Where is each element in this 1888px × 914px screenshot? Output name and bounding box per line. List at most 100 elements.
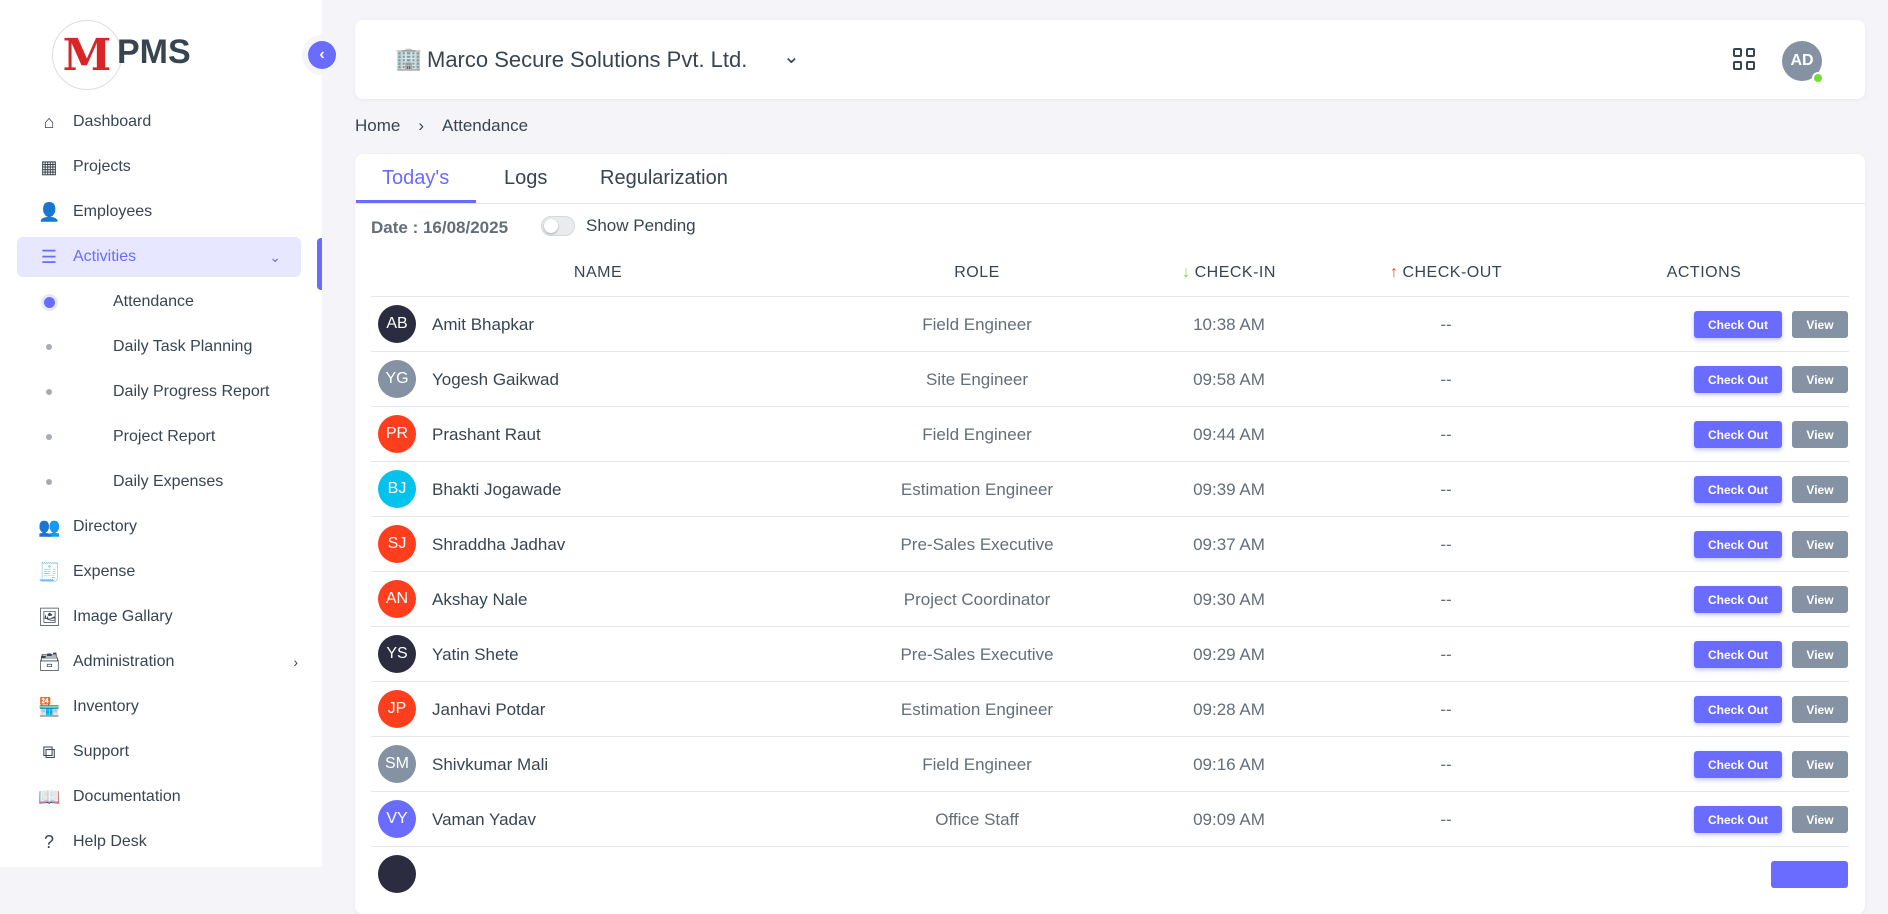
avatar: BJ	[378, 470, 416, 508]
sidebar-item-administration[interactable]: 🗃 Administration ›	[38, 651, 298, 672]
employee-name: Shraddha Jadhav	[432, 535, 566, 554]
bullet-icon	[46, 389, 52, 395]
table-row: VY Vaman Yadav Office Staff 09:09 AM -- …	[371, 791, 1849, 846]
view-button[interactable]: View	[1792, 641, 1848, 668]
sidebar-subitem-daily-task-planning[interactable]: Daily Task Planning	[0, 327, 322, 367]
checkin-time: 09:37 AM	[1193, 535, 1265, 554]
gallery-icon: 🖼	[38, 606, 61, 627]
chevron-down-icon[interactable]: ⌄	[783, 46, 800, 68]
home-icon: ⌂	[43, 111, 55, 132]
employee-role: Field Engineer	[922, 425, 1032, 444]
tab-regularization[interactable]: Regularization	[600, 167, 728, 189]
user-avatar[interactable]: AD	[1782, 41, 1822, 81]
chevron-down-icon: ⌄	[269, 248, 281, 265]
column-checkout: ↑ CHECK-OUT	[1389, 264, 1503, 281]
checkout-time: --	[1440, 755, 1452, 774]
table-row: AN Akshay Nale Project Coordinator 09:30…	[371, 571, 1849, 626]
apps-grid-icon[interactable]	[1733, 48, 1755, 70]
avatar: YG	[378, 360, 416, 398]
building-icon: ▦	[40, 156, 58, 177]
checkout-time: --	[1440, 480, 1452, 499]
view-button[interactable]: View	[1792, 366, 1848, 393]
check-out-button[interactable]: Check Out	[1694, 311, 1782, 338]
check-out-button[interactable]: Check Out	[1694, 586, 1782, 613]
table-row: BJ Bhakti Jogawade Estimation Engineer 0…	[371, 461, 1849, 516]
table-row: AB Amit Bhapkar Field Engineer 10:38 AM …	[371, 296, 1849, 351]
check-out-button[interactable]: Check Out	[1694, 421, 1782, 448]
checkout-time: --	[1440, 370, 1452, 389]
table-row: JP Janhavi Potdar Estimation Engineer 09…	[371, 681, 1849, 736]
sidebar-subitem-daily-progress-report[interactable]: Daily Progress Report	[0, 372, 322, 412]
check-out-button[interactable]: Check Out	[1694, 531, 1782, 558]
checkout-time: --	[1440, 645, 1452, 664]
sidebar-item-inventory[interactable]: 🏪 Inventory	[38, 696, 139, 717]
view-button[interactable]: View	[1792, 806, 1848, 833]
checkin-time: 09:30 AM	[1193, 590, 1265, 609]
sidebar-item-projects[interactable]: ▦ Projects	[0, 147, 322, 187]
show-pending-label: Show Pending	[586, 216, 696, 235]
action-button[interactable]	[1771, 861, 1848, 888]
view-button[interactable]: View	[1792, 751, 1848, 778]
sidebar-item-support[interactable]: ⧉ Support	[0, 732, 322, 772]
list-icon: ☰	[40, 246, 58, 267]
check-out-button[interactable]: Check Out	[1694, 696, 1782, 723]
active-tab-underline	[356, 200, 476, 203]
table-row: YS Yatin Shete Pre-Sales Executive 09:29…	[371, 626, 1849, 681]
checkout-time: --	[1440, 810, 1452, 829]
table-row: PR Prashant Raut Field Engineer 09:44 AM…	[371, 406, 1849, 461]
sidebar-subitem-attendance[interactable]: Attendance	[0, 282, 322, 322]
view-button[interactable]: View	[1792, 696, 1848, 723]
tab-logs[interactable]: Logs	[504, 167, 548, 189]
checkin-time: 09:44 AM	[1193, 425, 1265, 444]
checkin-time: 09:29 AM	[1193, 645, 1265, 664]
check-out-button[interactable]: Check Out	[1694, 476, 1782, 503]
chevron-left-icon: ‹	[308, 41, 336, 69]
avatar: YS	[378, 635, 416, 673]
sidebar-subitem-project-report[interactable]: Project Report	[0, 417, 322, 457]
check-out-button[interactable]: Check Out	[1694, 751, 1782, 778]
show-pending-toggle[interactable]	[541, 216, 575, 236]
contacts-icon: 👥	[38, 516, 61, 537]
question-icon: ?	[43, 831, 54, 852]
sidebar-item-employees[interactable]: 👤 Employees	[38, 201, 153, 222]
tab-todays[interactable]: Today's	[382, 167, 450, 189]
company-selector[interactable]: Marco Secure Solutions Pvt. Ltd.	[427, 47, 748, 72]
breadcrumb-current: Attendance	[442, 116, 529, 135]
sidebar-item-image-gallary[interactable]: 🖼 Image Gallary	[38, 606, 173, 627]
sidebar-item-help-desk[interactable]: ? Help Desk	[0, 822, 322, 862]
sidebar-item-directory[interactable]: 👥 Directory	[38, 516, 138, 537]
view-button[interactable]: View	[1792, 586, 1848, 613]
receipt-icon: 🧾	[38, 561, 61, 582]
view-button[interactable]: View	[1792, 476, 1848, 503]
bullet-icon	[44, 296, 55, 308]
chevron-right-icon: ›	[418, 116, 425, 135]
sidebar-item-expense[interactable]: 🧾 Expense	[38, 561, 136, 582]
book-icon: 📖	[38, 786, 61, 807]
sidebar-subitem-daily-expenses[interactable]: Daily Expenses	[0, 462, 322, 502]
employee-role: Site Engineer	[925, 370, 1029, 389]
store-icon: 🏪	[38, 696, 61, 717]
sidebar-item-activities[interactable]: ☰ Activities ⌄	[17, 237, 301, 277]
active-indicator	[317, 238, 322, 290]
collapse-sidebar-button[interactable]: ‹	[302, 35, 342, 75]
brand-name: PMS	[117, 33, 191, 71]
logo[interactable]: M	[52, 20, 122, 90]
view-button[interactable]: View	[1792, 421, 1848, 448]
sidebar-item-documentation[interactable]: 📖 Documentation	[38, 786, 181, 807]
check-out-button[interactable]: Check Out	[1694, 641, 1782, 668]
attendance-table: AB Amit Bhapkar Field Engineer 10:38 AM …	[371, 296, 1849, 901]
sidebar-item-dashboard[interactable]: ⌂ Dashboard	[0, 102, 322, 142]
bullet-icon	[46, 344, 52, 350]
breadcrumb: Home › Attendance	[355, 116, 528, 136]
checkin-time: 09:09 AM	[1193, 810, 1265, 829]
employee-role: Office Staff	[935, 810, 1019, 829]
archive-icon: 🗃	[38, 651, 61, 672]
check-out-button[interactable]: Check Out	[1694, 806, 1782, 833]
table-row: YG Yogesh Gaikwad Site Engineer 09:58 AM…	[371, 351, 1849, 406]
checkout-time: --	[1440, 590, 1452, 609]
arrow-up-icon: ↑	[1389, 264, 1399, 281]
view-button[interactable]: View	[1792, 311, 1848, 338]
check-out-button[interactable]: Check Out	[1694, 366, 1782, 393]
breadcrumb-home[interactable]: Home	[355, 116, 401, 135]
view-button[interactable]: View	[1792, 531, 1848, 558]
